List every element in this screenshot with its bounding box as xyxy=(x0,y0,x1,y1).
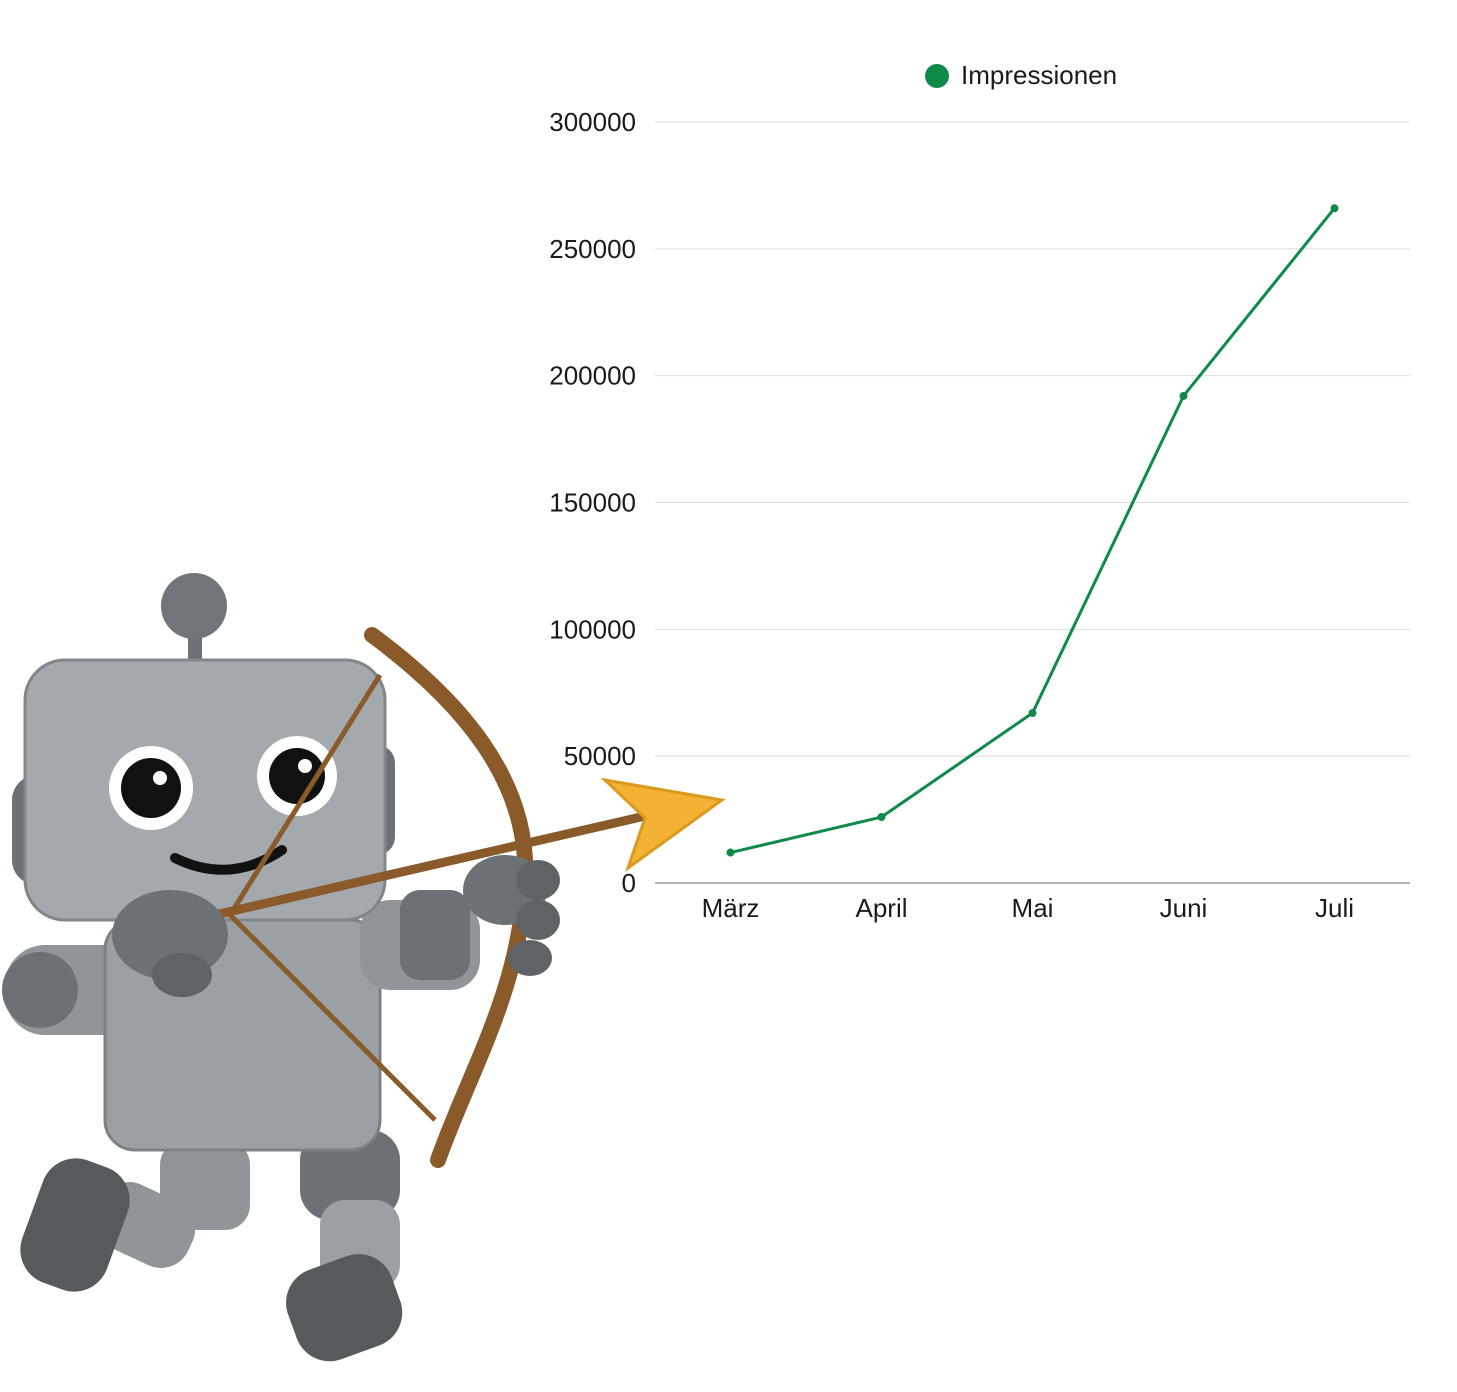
y-tick-label: 200000 xyxy=(549,361,636,391)
data-point xyxy=(1331,204,1339,212)
legend-swatch xyxy=(925,64,949,88)
y-tick-label: 300000 xyxy=(549,107,636,137)
y-tick-label: 250000 xyxy=(549,234,636,264)
data-point xyxy=(878,813,886,821)
robot-archer-illustration xyxy=(2,573,722,1371)
legend-label: Impressionen xyxy=(961,60,1117,90)
robot-front-leg xyxy=(160,1130,412,1371)
x-tick-label: Juni xyxy=(1160,893,1208,923)
data-point xyxy=(727,849,735,857)
x-axis: März April Mai Juni Juli xyxy=(655,883,1410,923)
y-tick-label: 100000 xyxy=(549,614,636,644)
x-tick-label: Juli xyxy=(1315,893,1354,923)
y-axis: 0 50000 100000 150000 200000 250000 300000 xyxy=(549,107,636,898)
y-tick-label: 50000 xyxy=(564,741,636,771)
x-tick-label: März xyxy=(702,893,760,923)
x-tick-label: Mai xyxy=(1012,893,1054,923)
chart-gridlines xyxy=(655,122,1410,756)
chart-series xyxy=(727,204,1339,856)
y-tick-label: 0 xyxy=(622,868,636,898)
data-point xyxy=(1180,392,1188,400)
x-tick-label: April xyxy=(855,893,907,923)
data-point xyxy=(1029,709,1037,717)
y-tick-label: 150000 xyxy=(549,488,636,518)
chart-legend: Impressionen xyxy=(925,60,1117,90)
